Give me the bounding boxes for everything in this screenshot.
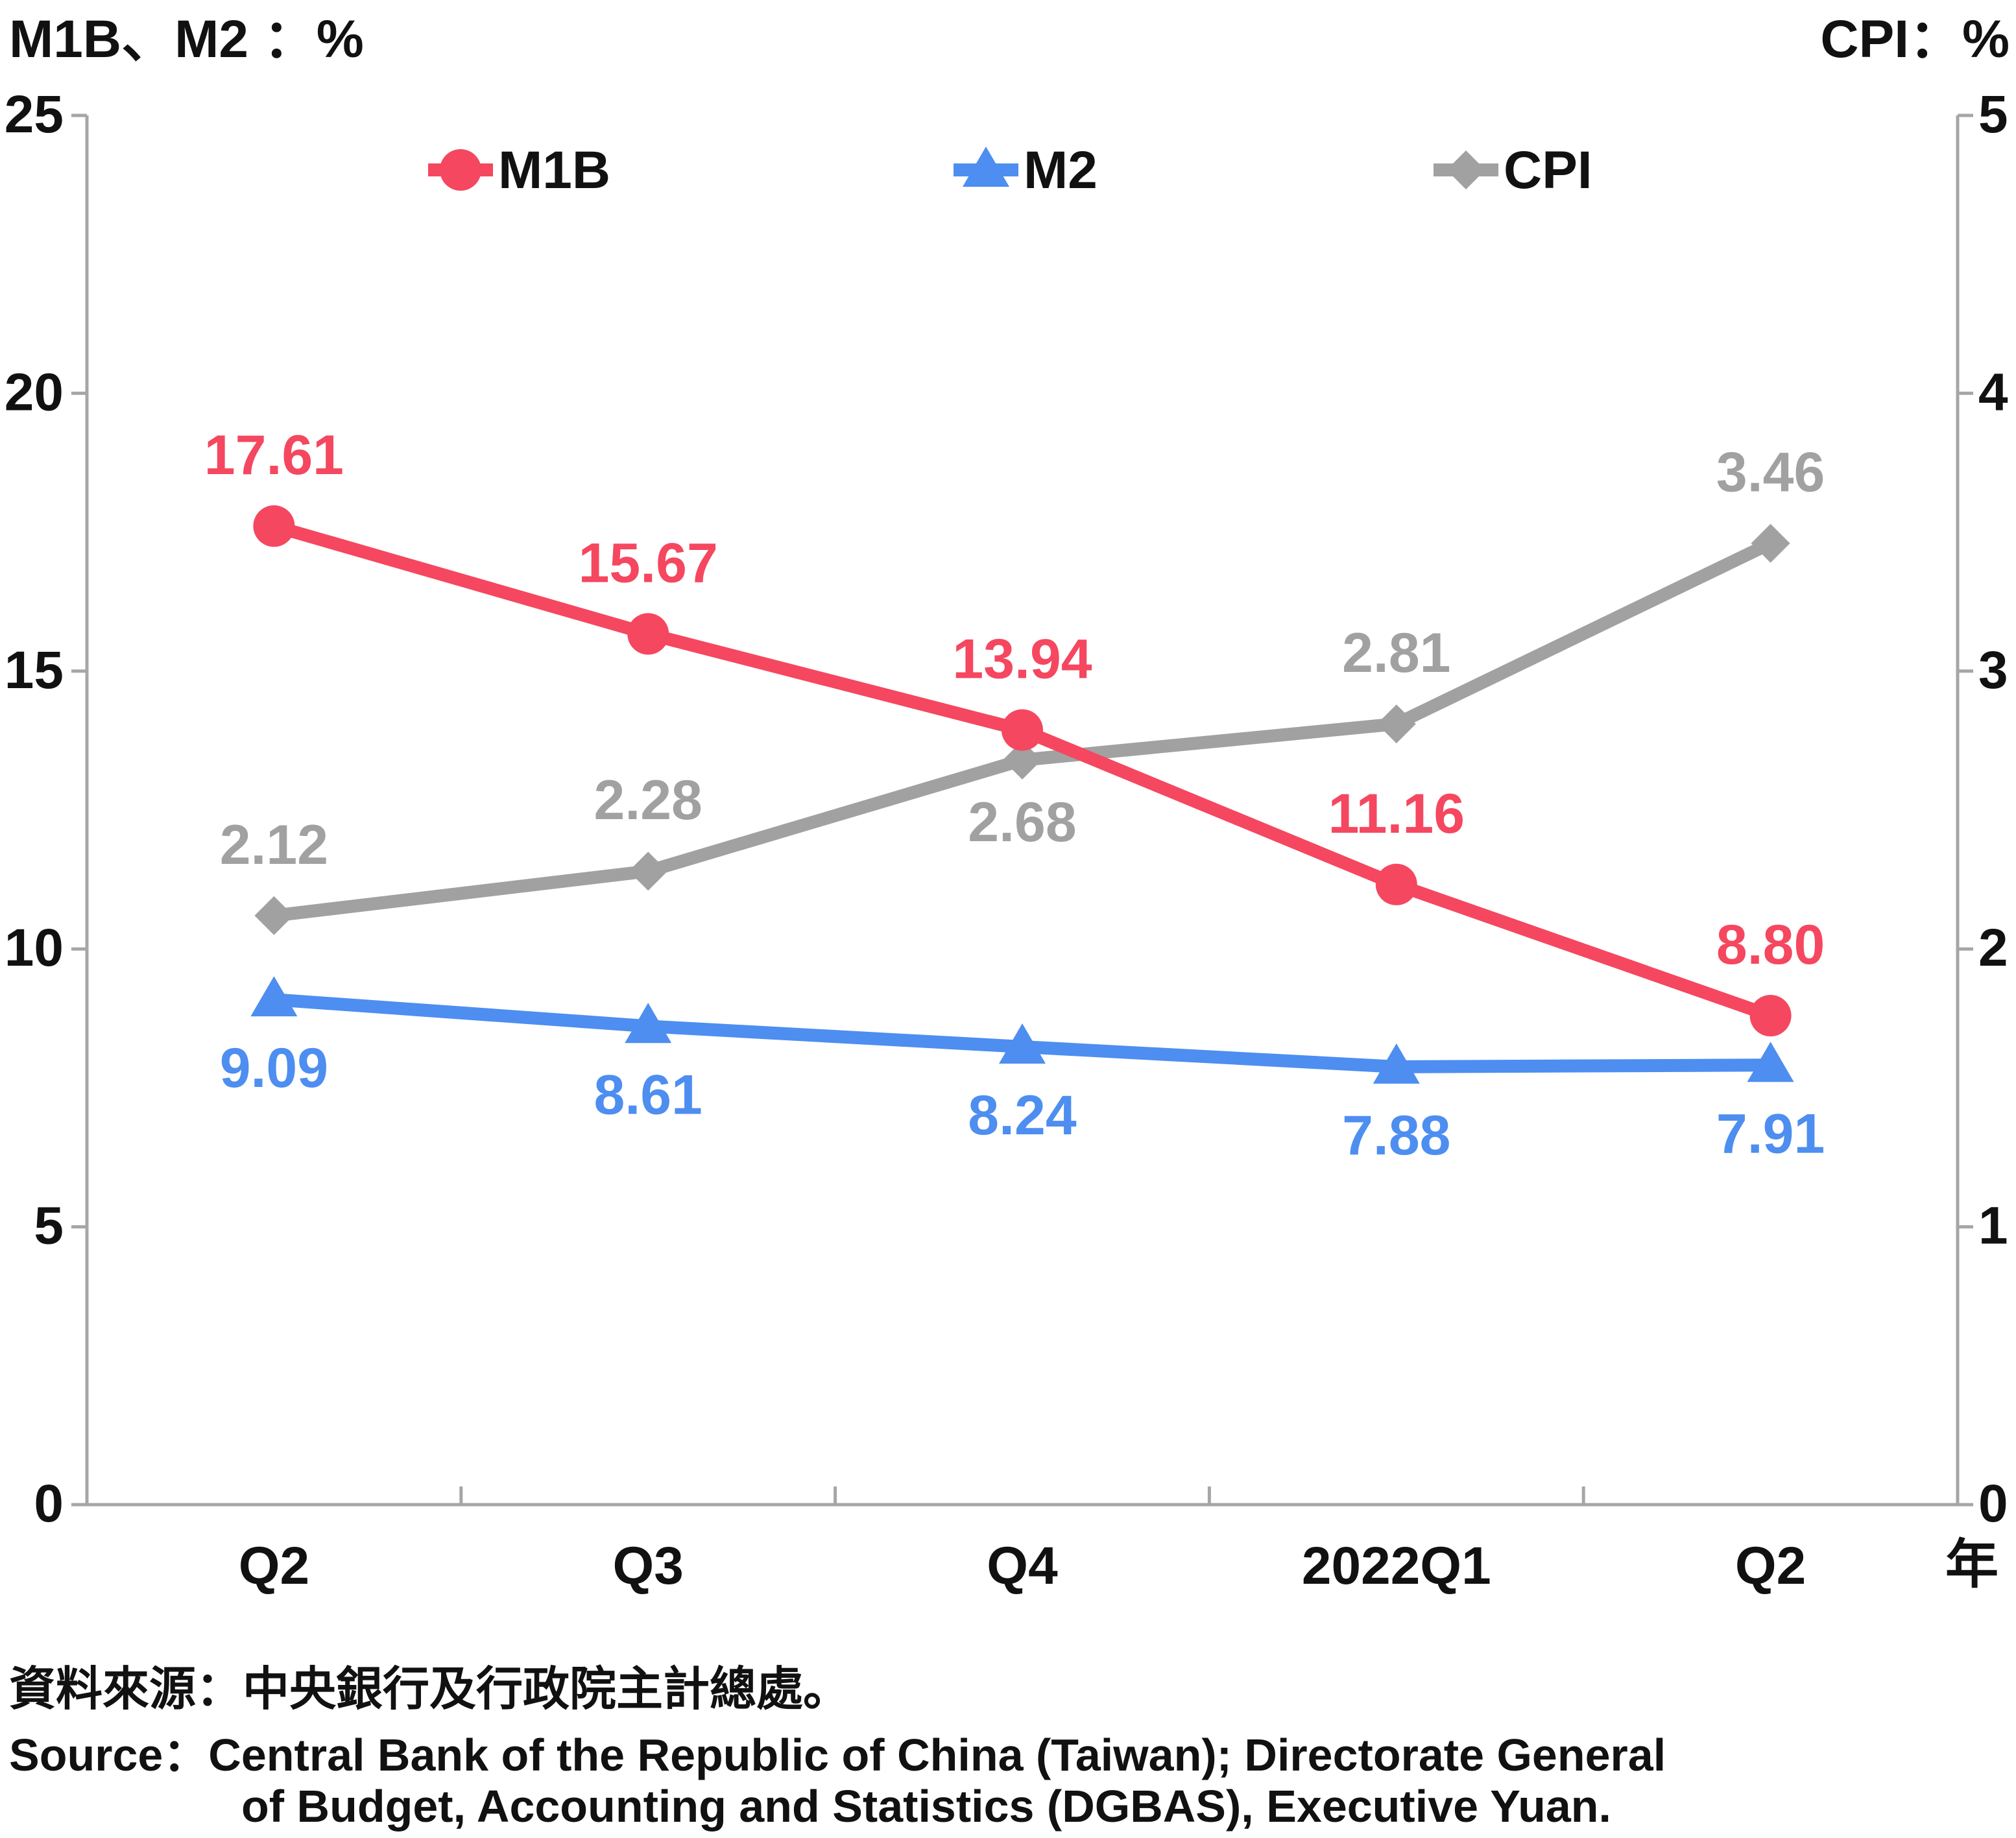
m1b-data-label: 17.61 (204, 424, 344, 486)
x-tick-label: Q2 (1735, 1536, 1806, 1595)
left-axis-title: M1B、M2 ：% (9, 10, 364, 69)
x-tick-label: Q3 (613, 1536, 684, 1595)
m2-data-label: 8.24 (968, 1084, 1077, 1147)
left-tick-label: 20 (5, 363, 64, 422)
cpi-data-label: 3.46 (1716, 442, 1825, 504)
m2-point (999, 1023, 1046, 1064)
left-tick-label: 5 (34, 1197, 64, 1256)
m2-point (1373, 1043, 1420, 1084)
m1b-point (253, 505, 295, 547)
m2-point (250, 976, 298, 1017)
m1b-data-label: 13.94 (952, 628, 1092, 691)
cpi-point (629, 852, 668, 891)
right-tick-label: 2 (1978, 918, 2008, 977)
source-en-line1: Source：Central Bank of the Republic of C… (9, 1730, 1666, 1780)
right-tick-label: 0 (1978, 1474, 2008, 1533)
left-tick-label: 15 (5, 641, 64, 700)
source-en-line2: of Budget, Accounting and Statistics (DG… (241, 1781, 1611, 1832)
cpi-point (1003, 740, 1042, 780)
cpi-data-label: 2.28 (594, 769, 702, 831)
cpi-data-label: 2.12 (220, 814, 328, 876)
cpi-data-label: 2.81 (1342, 622, 1450, 684)
m1b-point (1749, 995, 1792, 1037)
m1b-point (1002, 709, 1043, 751)
m1b-point (1375, 863, 1417, 905)
x-tick-label: Q4 (987, 1536, 1058, 1595)
legend-cpi-marker (1446, 150, 1485, 189)
right-tick-label: 4 (1978, 363, 2008, 422)
cpi-point (1751, 523, 1790, 563)
legend-m1b-label: M1B (498, 141, 610, 200)
m1b-data-label: 11.16 (1328, 783, 1465, 845)
m2-data-label: 7.88 (1342, 1104, 1450, 1167)
chart: 0 5 10 15 20 25 0 1 2 3 4 5 Q2 Q3 Q4 2022Q1 Q2 年 M1B、M2 ：%… (5, 10, 2010, 1595)
legend-m1b-marker (440, 149, 481, 191)
right-tick-label: 1 (1978, 1197, 2008, 1256)
cpi-point (254, 896, 294, 935)
right-tick-label: 5 (1978, 85, 2008, 144)
m2-data-label: 7.91 (1716, 1103, 1825, 1165)
right-tick-label: 3 (1978, 641, 2008, 700)
m2-point (625, 1003, 672, 1044)
m1b-data-label: 8.80 (1716, 914, 1825, 976)
right-axis-title: CPI：% (1820, 10, 2010, 69)
legend-m2-marker (963, 147, 1009, 187)
m2-point (1747, 1042, 1794, 1082)
legend-m2-label: M2 (1024, 141, 1098, 200)
source-zh: 資料來源：中央銀行及行政院主計總處。 (9, 1664, 850, 1715)
cpi-data-label: 2.68 (968, 791, 1076, 853)
m2-data-label: 8.61 (594, 1064, 702, 1126)
left-tick-label: 10 (5, 918, 64, 977)
x-tick-label: 2022Q1 (1302, 1536, 1491, 1595)
legend-cpi-label: CPI (1504, 141, 1592, 200)
m2-data-label: 9.09 (220, 1037, 328, 1099)
m1b-point (627, 613, 669, 655)
x-unit-label: 年 (1945, 1535, 1998, 1594)
left-tick-label: 25 (5, 85, 64, 144)
m1b-data-label: 15.67 (579, 532, 718, 594)
x-tick-label: Q2 (239, 1536, 309, 1595)
cpi-point (1376, 704, 1416, 744)
left-tick-label: 0 (34, 1474, 64, 1533)
